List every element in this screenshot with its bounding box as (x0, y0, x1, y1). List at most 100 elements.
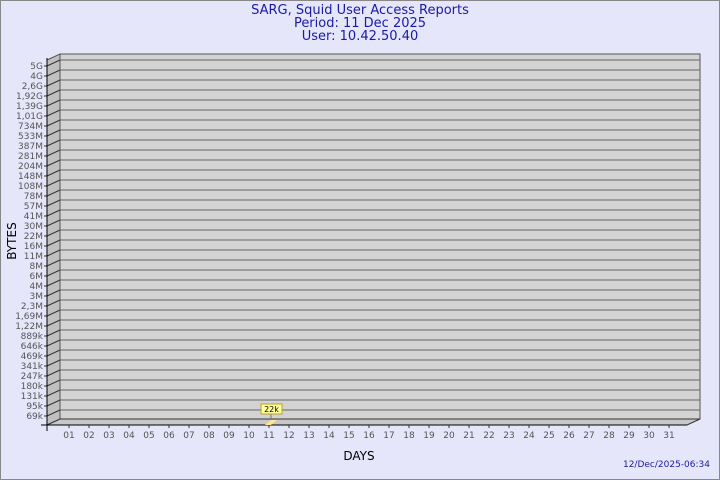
y-tick-label: 469k (21, 352, 44, 362)
y-tick-depth (46, 289, 61, 297)
y-tick-depth (46, 399, 61, 407)
y-tick-depth (46, 179, 61, 187)
y-tick-label: 95k (26, 402, 43, 412)
y-tick-label: 30M (24, 222, 43, 232)
y-tick-label: 78M (24, 192, 43, 202)
x-tick-label: 19 (423, 431, 435, 441)
x-tick-label: 20 (443, 431, 455, 441)
y-tick-depth (46, 89, 61, 97)
x-axis-title: DAYS (343, 449, 374, 463)
y-tick-label: 734M (18, 122, 43, 132)
y-tick-depth (46, 269, 61, 277)
y-tick-depth (46, 129, 61, 137)
y-tick-depth (46, 329, 61, 337)
y-tick-label: 281M (18, 152, 43, 162)
y-tick-label: 5G (30, 62, 43, 72)
y-tick-depth (46, 59, 61, 67)
x-tick-label: 11 (263, 431, 274, 441)
y-tick-depth (46, 229, 61, 237)
y-tick-depth (46, 139, 61, 147)
y-tick-label: 41M (24, 212, 43, 222)
data-label-box (260, 403, 283, 415)
back-wall (59, 53, 701, 420)
x-tick-label: 22 (483, 431, 494, 441)
y-tick-depth (46, 339, 61, 347)
chart-title: SARG, Squid User Access Reports (251, 3, 469, 18)
y-tick-label: 387M (18, 142, 43, 152)
x-tick-label: 03 (103, 431, 114, 441)
chart-period: Period: 11 Dec 2025 (293, 16, 427, 31)
x-tick-label: 31 (663, 431, 674, 441)
y-tick-depth (46, 369, 61, 377)
y-tick-label: 889k (21, 332, 44, 342)
y-tick-label: 1,39G (16, 102, 43, 112)
x-tick-label: 21 (463, 431, 474, 441)
y-tick-depth (46, 249, 61, 257)
y-tick-depth (46, 169, 61, 177)
y-tick-depth (46, 209, 61, 217)
y-tick-depth (46, 279, 61, 287)
y-tick-label: 16M (24, 242, 43, 252)
y-tick-label: 69k (26, 412, 43, 422)
y-tick-depth (46, 379, 61, 387)
x-tick-label: 15 (343, 431, 354, 441)
side-wall (46, 53, 61, 426)
y-tick-label: 6M (30, 272, 44, 282)
y-tick-depth (46, 409, 61, 417)
y-tick-depth (46, 199, 61, 207)
x-tick-label: 29 (623, 431, 635, 441)
x-tick-label: 01 (63, 431, 74, 441)
y-tick-label: 22M (24, 232, 43, 242)
y-tick-label: 8M (30, 262, 44, 272)
x-tick-label: 06 (163, 431, 175, 441)
y-tick-depth (46, 189, 61, 197)
y-tick-depth (46, 69, 61, 77)
y-tick-label: 533M (18, 132, 43, 142)
y-tick-label: 204M (18, 162, 43, 172)
x-tick-label: 16 (363, 431, 375, 441)
y-tick-label: 1,69M (15, 312, 43, 322)
y-tick-label: 2,3M (21, 302, 43, 312)
y-tick-depth (46, 299, 61, 307)
y-tick-depth (46, 319, 61, 327)
y-tick-label: 4G (30, 72, 43, 82)
x-tick-label: 14 (323, 431, 335, 441)
y-tick-label: 57M (24, 202, 43, 212)
x-tick-label: 02 (83, 431, 94, 441)
chart-user: User: 10.42.50.40 (301, 29, 419, 44)
x-tick-label: 23 (503, 431, 514, 441)
y-tick-depth (46, 259, 61, 267)
x-tick-label: 25 (543, 431, 554, 441)
x-tick-label: 17 (383, 431, 394, 441)
y-tick-depth (46, 99, 61, 107)
x-tick-label: 13 (303, 431, 314, 441)
x-tick-label: 10 (243, 431, 255, 441)
y-tick-label: 180k (21, 382, 44, 392)
data-label: 22k (264, 405, 279, 414)
x-tick-label: 30 (643, 431, 655, 441)
x-tick-label: 09 (223, 431, 235, 441)
y-tick-depth (46, 119, 61, 127)
y-tick-label: 2,6G (22, 82, 43, 92)
y-tick-label: 646k (21, 342, 44, 352)
y-tick-label: 3M (30, 292, 44, 302)
y-tick-label: 131k (21, 392, 44, 402)
x-tick-label: 27 (583, 431, 594, 441)
timestamp: 12/Dec/2025-06:34 (622, 460, 710, 470)
y-tick-label: 1,01G (16, 112, 43, 122)
y-tick-label: 4M (30, 282, 44, 292)
x-tick-label: 12 (283, 431, 294, 441)
y-tick-depth (46, 349, 61, 357)
y-tick-depth (46, 389, 61, 397)
y-tick-label: 11M (24, 252, 43, 262)
y-tick-depth (46, 159, 61, 167)
y-tick-label: 247k (21, 372, 44, 382)
floor (46, 418, 701, 426)
y-axis-title: BYTES (5, 222, 19, 259)
y-tick-depth (46, 309, 61, 317)
y-tick-label: 108M (18, 182, 43, 192)
y-tick-label: 1,22M (15, 322, 43, 332)
y-tick-depth (46, 239, 61, 247)
x-tick-label: 26 (563, 431, 575, 441)
